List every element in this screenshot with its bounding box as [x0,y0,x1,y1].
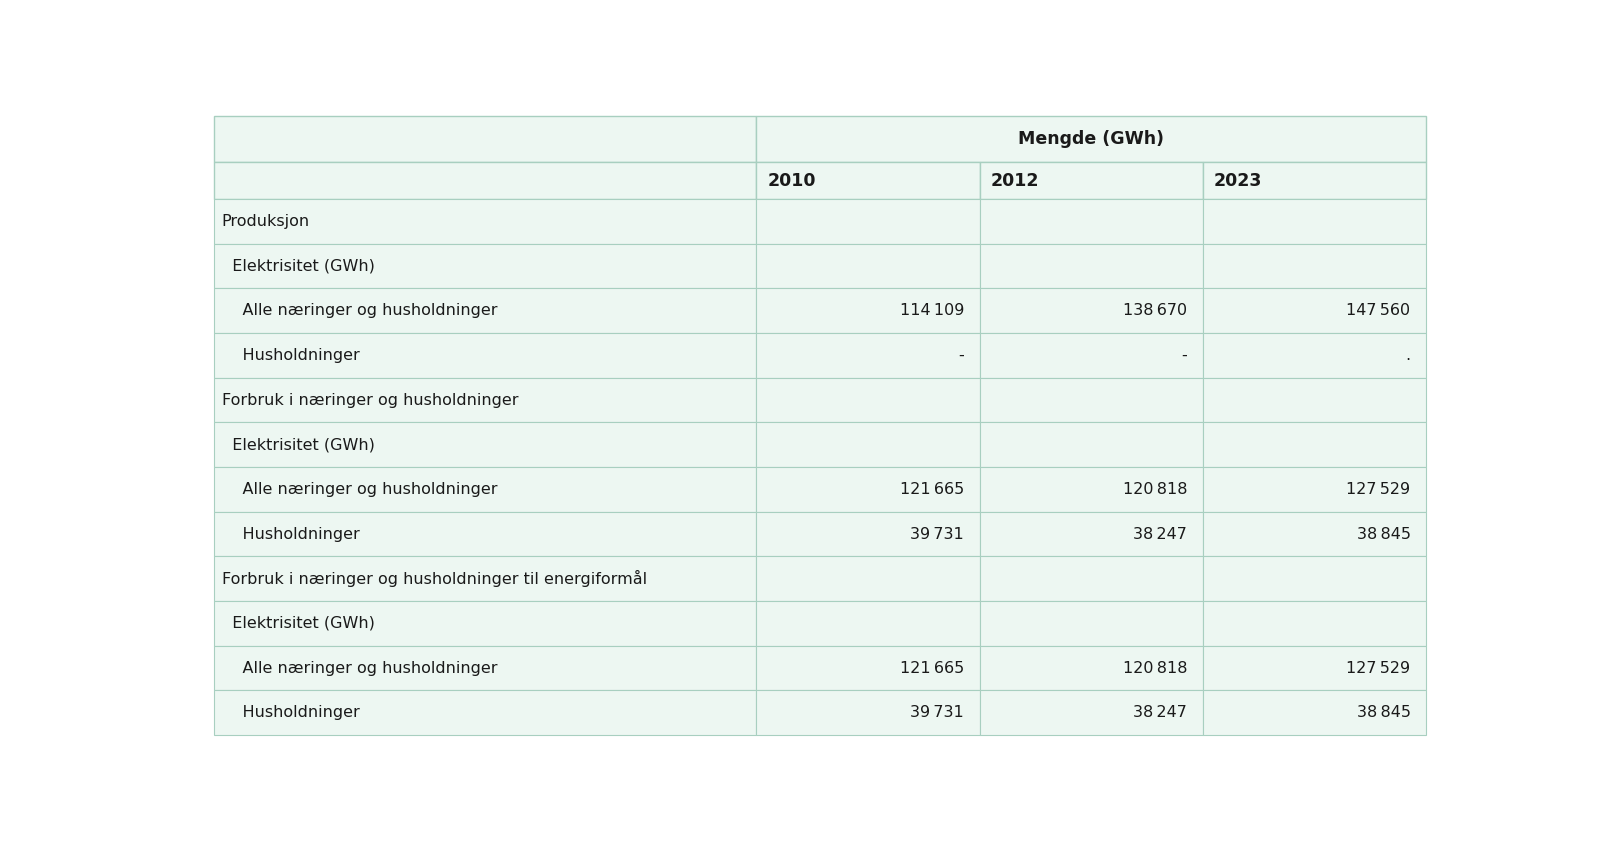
Bar [757,467,979,511]
Bar [1203,511,1426,557]
Bar [757,243,979,288]
Text: 138 670: 138 670 [1123,303,1187,318]
Bar [214,690,757,735]
Bar [1203,163,1426,199]
Bar [757,511,979,557]
Bar [757,601,979,646]
Bar [214,557,757,601]
Text: -: - [958,348,965,363]
Text: Alle næringer og husholdninger: Alle næringer og husholdninger [222,660,498,676]
Text: 39 731: 39 731 [910,705,965,720]
Text: Alle næringer og husholdninger: Alle næringer og husholdninger [222,482,498,497]
Text: Produksjon: Produksjon [222,214,310,229]
Bar [1203,690,1426,735]
Text: Forbruk i næringer og husholdninger: Forbruk i næringer og husholdninger [222,392,518,408]
Bar [214,333,757,378]
Bar [979,557,1203,601]
Bar [979,288,1203,333]
Text: 120 818: 120 818 [1123,660,1187,676]
Text: Alle næringer og husholdninger: Alle næringer og husholdninger [222,303,498,318]
Bar [757,557,979,601]
Bar [979,422,1203,467]
Text: Elektrisitet (GWh): Elektrisitet (GWh) [222,259,374,274]
Bar [757,116,1426,163]
Text: 39 731: 39 731 [910,527,965,541]
Text: 127 529: 127 529 [1347,660,1411,676]
Bar [214,378,757,422]
Bar [1203,378,1426,422]
Bar [979,601,1203,646]
Bar [979,243,1203,288]
Bar [979,163,1203,199]
Bar [214,511,757,557]
Bar [1203,288,1426,333]
Text: .: . [1405,348,1411,363]
Bar [979,467,1203,511]
Text: 127 529: 127 529 [1347,482,1411,497]
Text: Husholdninger: Husholdninger [222,527,360,541]
Text: Husholdninger: Husholdninger [222,348,360,363]
Text: Elektrisitet (GWh): Elektrisitet (GWh) [222,437,374,452]
Bar [1203,199,1426,243]
Text: 38 247: 38 247 [1133,527,1187,541]
Bar [757,199,979,243]
Bar [979,333,1203,378]
Bar [1203,646,1426,690]
Bar [1203,422,1426,467]
Text: 121 665: 121 665 [899,660,965,676]
Bar [979,646,1203,690]
Text: Elektrisitet (GWh): Elektrisitet (GWh) [222,616,374,631]
Bar [214,199,757,243]
Bar [1203,467,1426,511]
Bar [214,116,757,163]
Bar [979,378,1203,422]
Text: 38 845: 38 845 [1357,527,1411,541]
Text: 2010: 2010 [768,172,816,190]
Bar [214,467,757,511]
Text: 38 247: 38 247 [1133,705,1187,720]
Text: 2012: 2012 [990,172,1038,190]
Bar [757,422,979,467]
Bar [214,163,757,199]
Bar [979,199,1203,243]
Bar [214,288,757,333]
Text: Mengde (GWh): Mengde (GWh) [1018,130,1165,148]
Text: Husholdninger: Husholdninger [222,705,360,720]
Bar [979,690,1203,735]
Text: 2023: 2023 [1214,172,1262,190]
Bar [214,422,757,467]
Bar [757,690,979,735]
Bar [214,601,757,646]
Bar [1203,333,1426,378]
Bar [1203,243,1426,288]
Bar [757,163,979,199]
Text: 121 665: 121 665 [899,482,965,497]
Text: -: - [1181,348,1187,363]
Bar [1203,557,1426,601]
Bar [979,511,1203,557]
Bar [757,646,979,690]
Bar [757,378,979,422]
Text: 120 818: 120 818 [1123,482,1187,497]
Bar [1203,601,1426,646]
Text: Forbruk i næringer og husholdninger til energiformål: Forbruk i næringer og husholdninger til … [222,570,646,587]
Bar [214,243,757,288]
Text: 147 560: 147 560 [1347,303,1411,318]
Bar [757,333,979,378]
Bar [214,646,757,690]
Bar [757,288,979,333]
Text: 114 109: 114 109 [899,303,965,318]
Text: 38 845: 38 845 [1357,705,1411,720]
